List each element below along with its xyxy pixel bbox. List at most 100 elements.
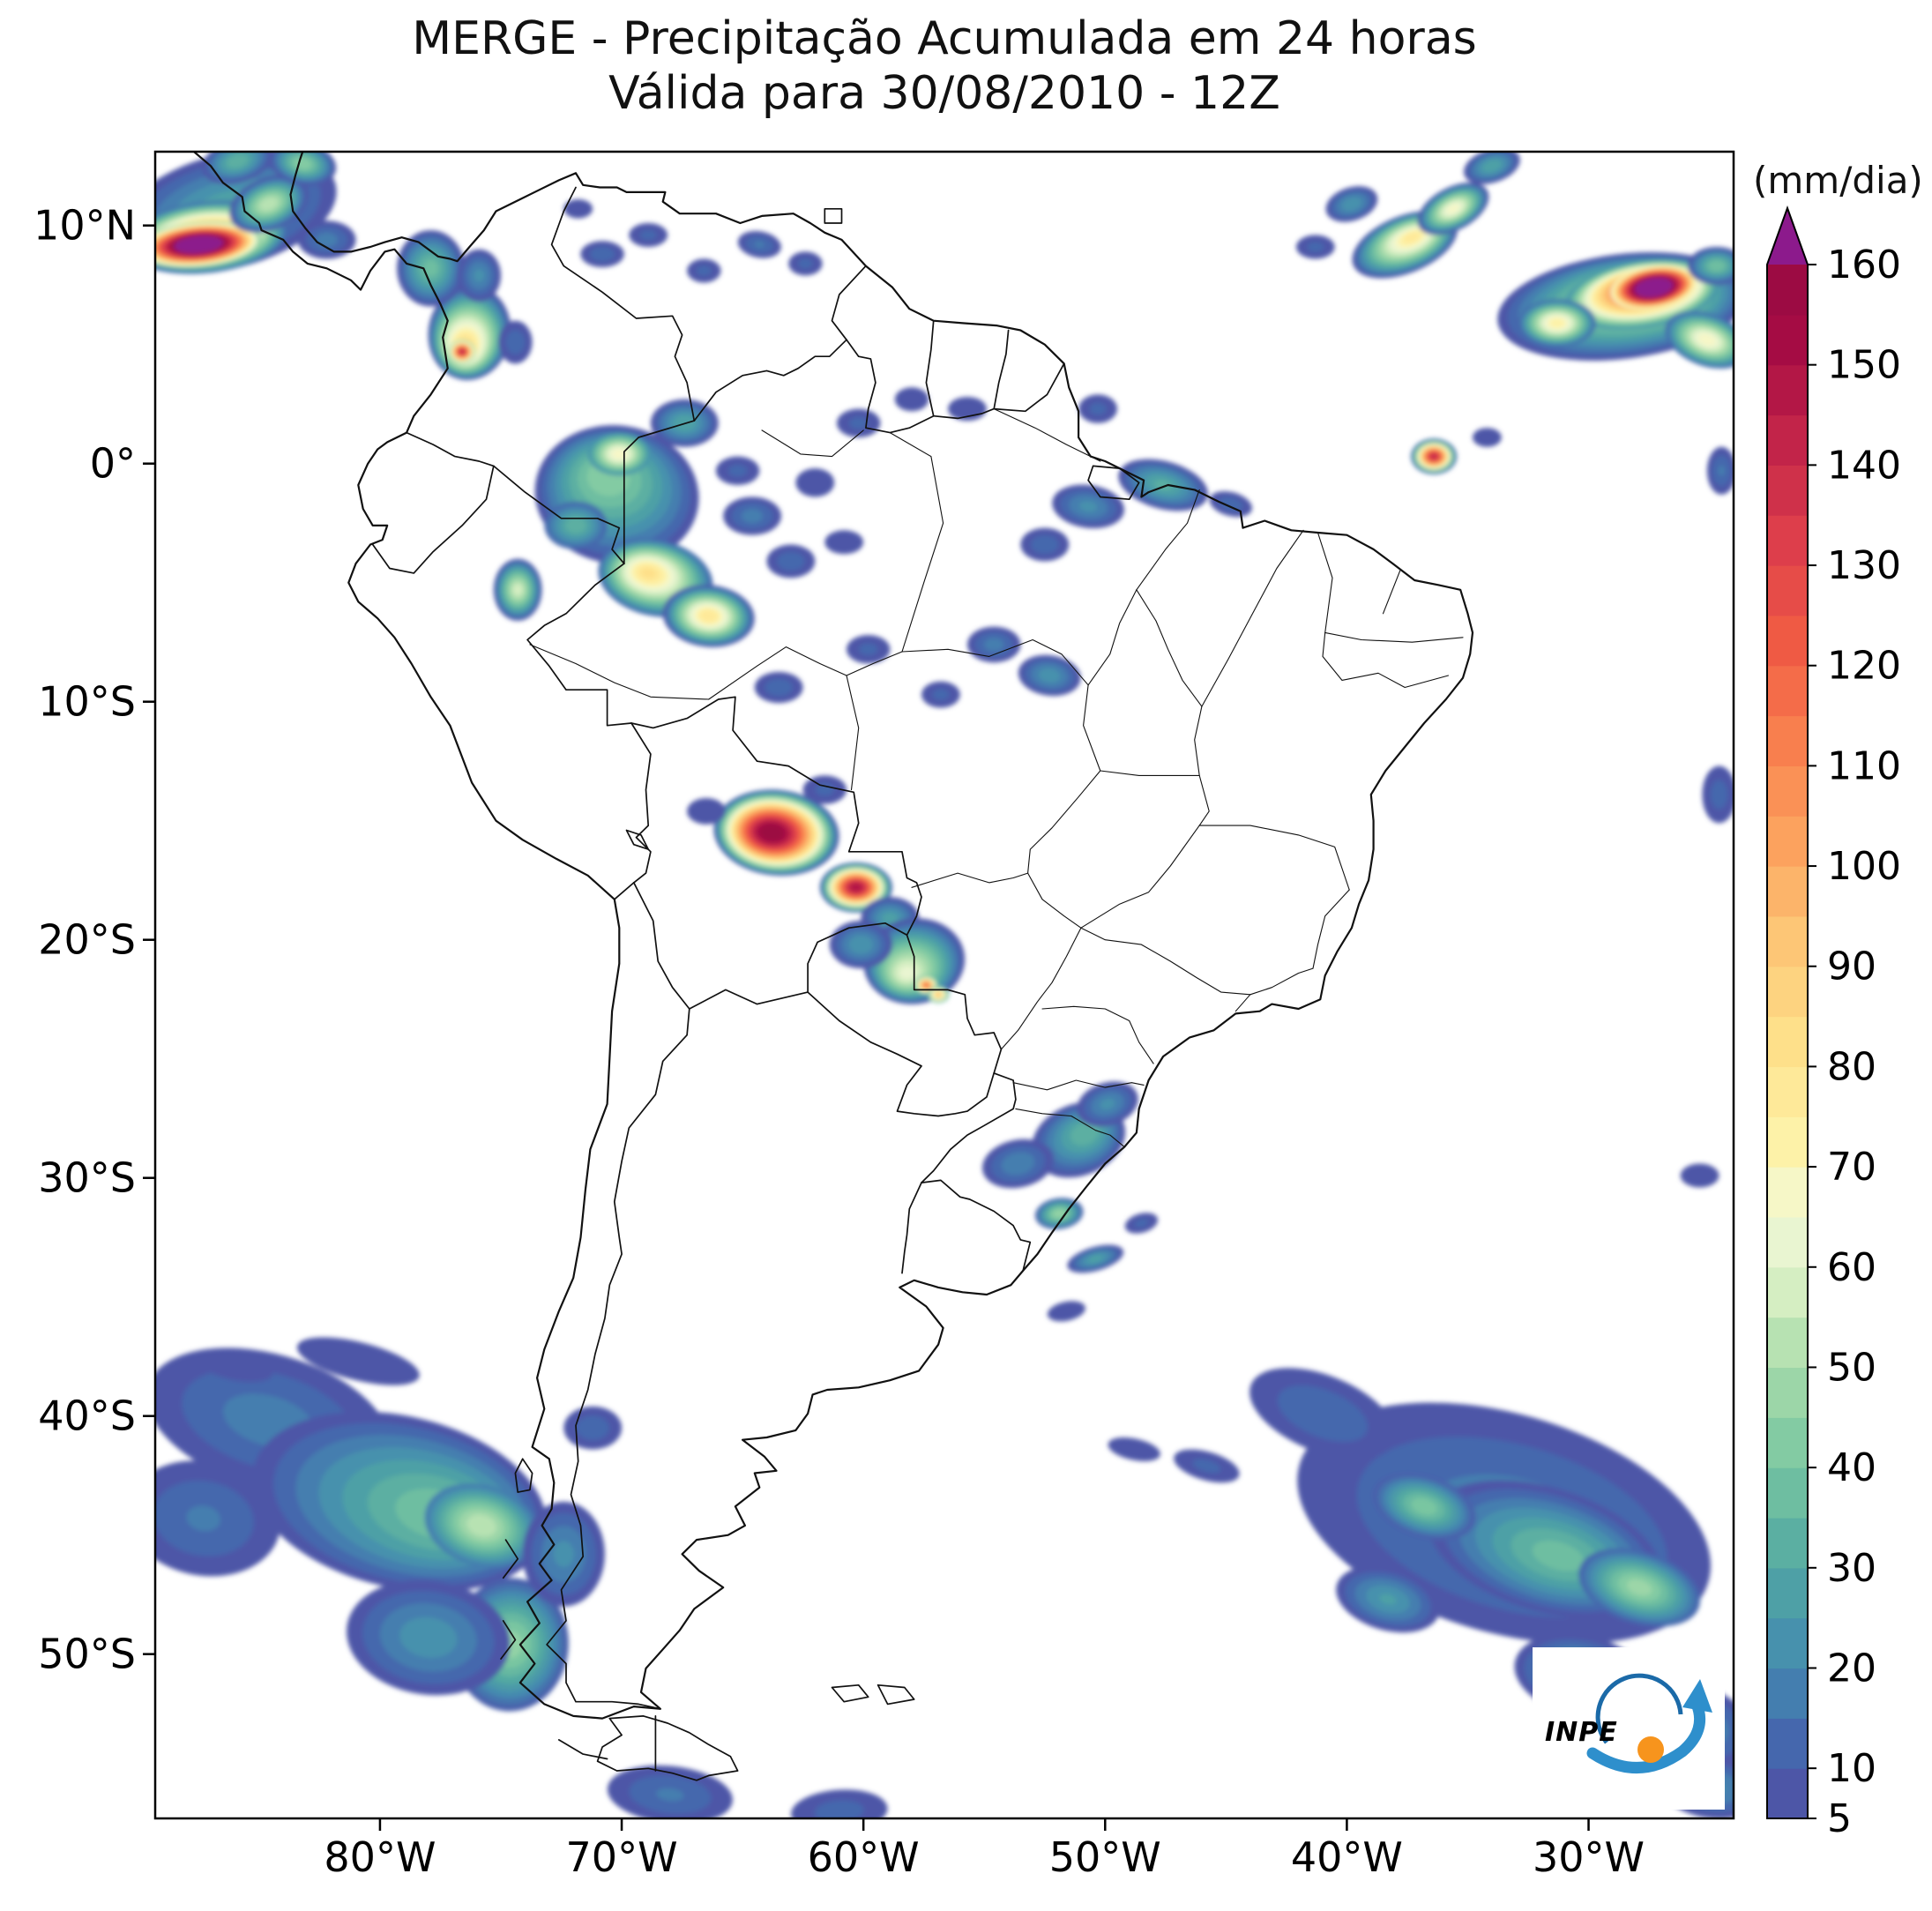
precipitation-cell [1626,1579,1652,1596]
state-border [1312,889,1350,969]
precipitation-cell [553,1541,575,1568]
colorbar-segment [1767,465,1808,516]
x-tick-label: 40°W [1291,1833,1403,1881]
inpe-logo-dot-icon [1637,1736,1664,1763]
colorbar-segment [1767,1668,1808,1719]
colorbar-tick-label: 160 [1827,243,1901,287]
precipitation-cell [459,349,465,354]
inpe-logo-orbit-icon [1595,1673,1683,1744]
x-tick-label: 70°W [566,1833,678,1881]
x-tick-label: 80°W [324,1833,436,1881]
colorbar-segment [1767,1167,1808,1218]
precipitation-cell [1219,496,1243,511]
precipitation-cell [612,449,627,459]
state-border [1027,684,1101,874]
island-outline [824,207,843,224]
precipitation-cell [777,551,805,571]
precipitation-cell [1710,780,1728,810]
precipitation-cell [1411,1497,1437,1515]
precipitation-cell [848,935,874,954]
colorbar-tick-label: 110 [1827,743,1901,788]
island-outline [596,1715,739,1781]
inpe-logo: INPE [1533,1647,1725,1810]
precipitation-cell [1277,1385,1369,1442]
state-border [1322,631,1450,689]
precipitation-cell [174,235,224,254]
state-border [1201,529,1304,707]
country-border [807,991,996,1117]
colorbar-segment [1767,1317,1808,1369]
precipitation-cell [466,1514,496,1537]
y-tick-label: 40°S [38,1392,136,1440]
country-border [906,934,1003,1074]
country-border [901,1182,922,1274]
precipitation-cell [882,912,899,924]
colorbar-segment [1767,1367,1808,1418]
colorbar-tick-label: 90 [1827,944,1876,989]
precipitation-cell [697,265,712,276]
y-tick-label: 50°S [38,1631,136,1678]
coastline [193,153,1474,1720]
precipitation-cell [1108,1437,1160,1461]
y-tick-label: 10°N [34,202,136,250]
colorbar-segment [1767,1467,1808,1519]
precipitation-cell [936,992,941,997]
state-border [1100,770,1200,776]
state-border [1198,825,1350,891]
state-border [1324,631,1464,643]
precipitation-cell [1134,1219,1149,1228]
country-border [492,465,625,564]
precipitation-cell [1192,1459,1221,1474]
y-tick-label: 0° [90,440,136,488]
axes: 80°W 70°W 60°W 50°W 40°W 30°W 10°N 0° 10°S 20°S 30… [34,202,1645,1881]
precipitation-cell [814,1800,864,1818]
country-border [921,1179,1032,1272]
inpe-logo-arrowhead-icon [1682,1679,1712,1713]
precipitation-cell [765,678,793,697]
precipitation-cell [399,1616,458,1658]
colorbar-segment [1767,515,1808,566]
precipitation-cell [932,689,950,700]
state-border [1027,872,1082,929]
precipitation-cell [1708,260,1726,272]
state-border [1136,489,1200,591]
state-border [1235,994,1251,1012]
colorbar: 5 10 20 30 40 50 60 70 80 90 100 110 120 130 140 150 160 [1766,205,1901,1841]
colorbar-segment [1767,665,1808,717]
colorbar-tick-label: 120 [1827,644,1901,689]
state-border [1041,1005,1154,1064]
colorbar-unit-label: (mm/dia) [1753,159,1923,202]
state-border [846,675,860,791]
colorbar-tick-label: 140 [1827,443,1901,488]
state-border [1194,705,1210,826]
precipitation-cell [1697,333,1716,347]
precipitation-cell [639,229,657,241]
colorbar-segment [1767,1517,1808,1569]
country-border [932,407,996,420]
colorbar-segment [1767,765,1808,817]
colorbar-tick-label: 100 [1827,844,1901,889]
colorbar-tick-label: 40 [1827,1445,1876,1490]
colorbar-segment [1767,816,1808,867]
state-border [1317,532,1333,633]
figure-subtitle: Válida para 30/08/2010 - 12Z [608,67,1280,120]
colorbar-segment [1767,715,1808,766]
precipitation-cell [640,567,657,579]
precipitation-cell [1089,402,1107,415]
precipitation-cell [564,517,587,534]
colorbar-tick-label: 150 [1827,343,1901,388]
precipitation-cell [741,509,764,524]
state-border [993,408,1101,462]
island-outline [625,829,650,850]
precipitation-cell [699,609,718,623]
precipitation-cell [1100,1098,1115,1110]
precipitation-cell [576,1415,609,1440]
inpe-logo-arrow-icon [1586,1698,1706,1773]
y-tick-label: 30°S [38,1154,136,1202]
country-border [630,696,922,937]
precipitation-cell [1718,465,1725,476]
precipitation-cell [505,330,526,355]
island-outline [876,1683,915,1706]
country-border [550,186,696,422]
